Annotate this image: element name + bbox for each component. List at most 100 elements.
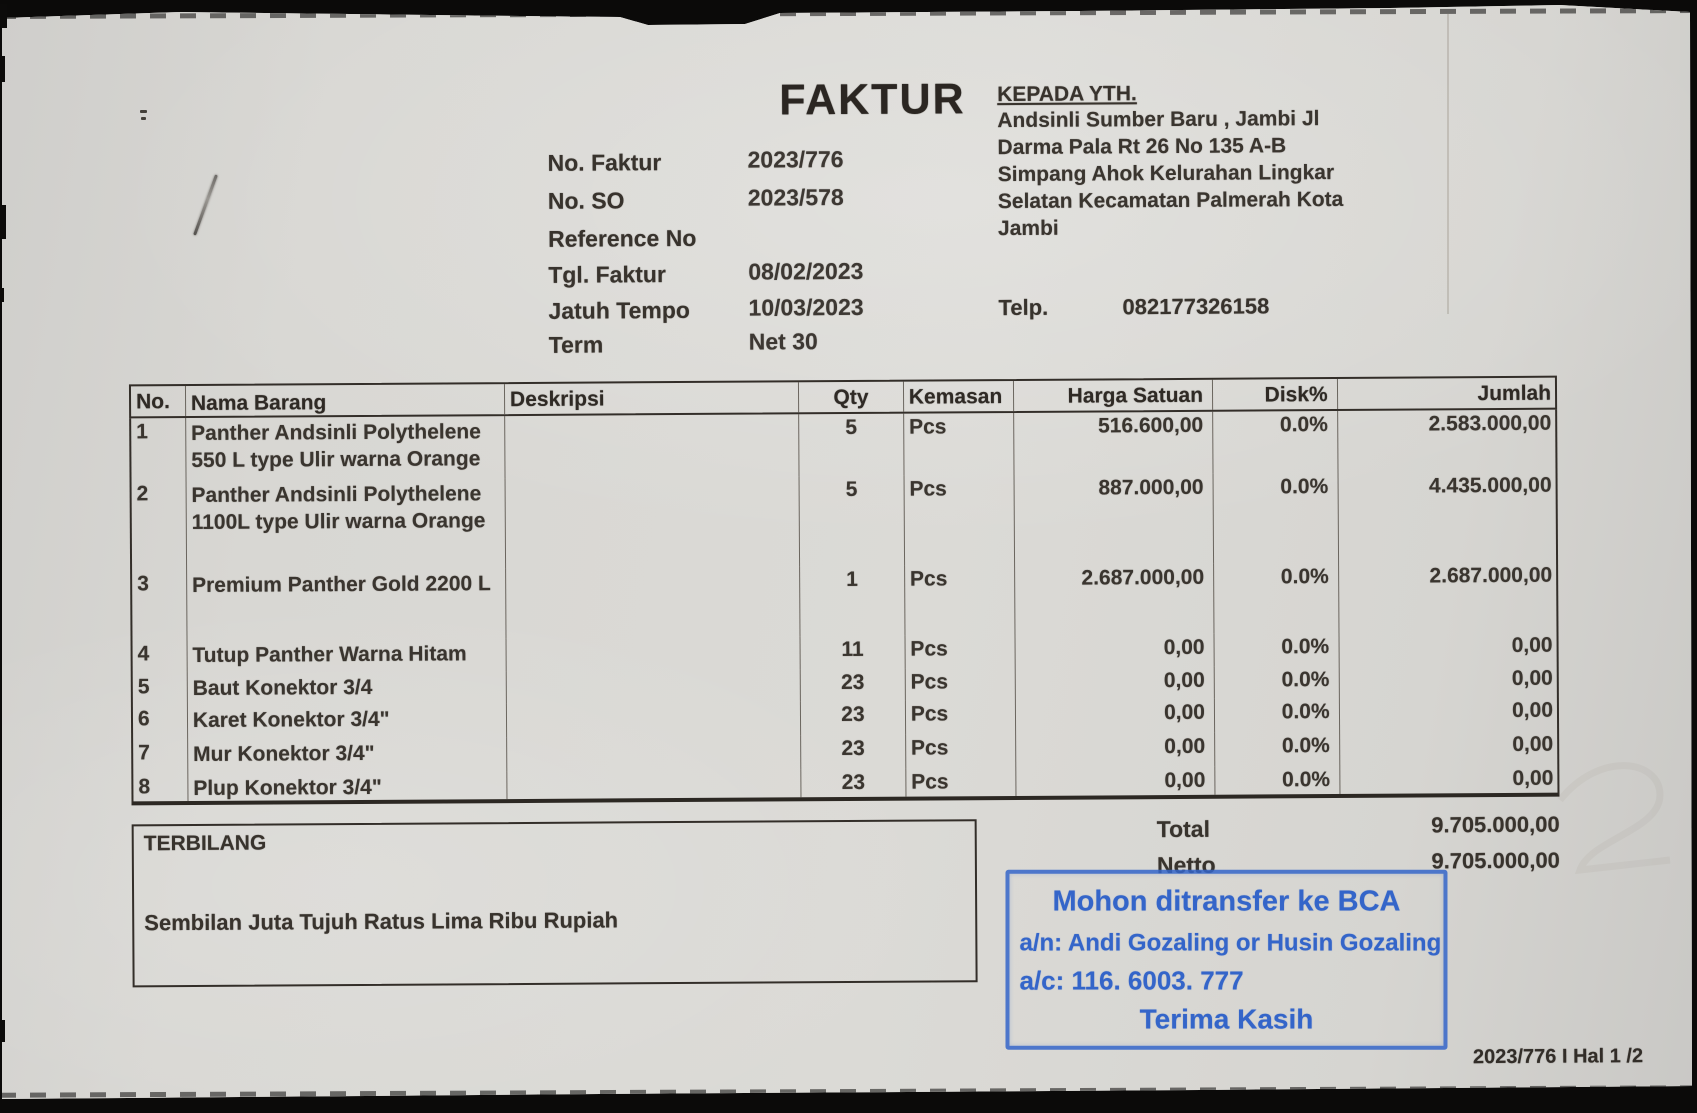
cell-harga: 516.600,00 (1013, 411, 1214, 475)
stamp-line-account-number: a/c: 116. 6003. 777 (1019, 965, 1244, 996)
stamp-line-thanks: Terima Kasih (1139, 1003, 1314, 1035)
cell-deskripsi (507, 769, 802, 800)
scan-artifact (0, 1020, 5, 1042)
meta-label-jatuh-tempo: Jatuh Tempo (548, 296, 691, 324)
cell-deskripsi (507, 735, 802, 772)
cell-deskripsi (505, 476, 801, 569)
stamp-line-account-name: a/n: Andi Gozaling or Husin Gozaling (1019, 929, 1442, 957)
scan-artifact (0, 56, 5, 82)
cell-kemasan: Pcs (905, 699, 1016, 735)
table-row: 1 Panther Andsinli Polythelene 550 L typ… (131, 410, 1555, 481)
col-header-kemasan: Kemasan (903, 380, 1014, 412)
scan-artifact (0, 4, 7, 28)
cell-name: Tutup Panther Warna Hitam (187, 638, 507, 674)
cell-deskripsi (506, 636, 801, 672)
netto-value: 9.705.000,00 (1431, 847, 1560, 874)
scan-artifact (0, 288, 4, 302)
meta-value-term: Net 30 (748, 328, 818, 355)
cell-jumlah: 2.583.000,00 (1428, 411, 1552, 436)
meta-label-term: Term (548, 331, 604, 358)
cell-harga: 0,00 (1015, 732, 1216, 768)
table-row: 2 Panther Andsinli Polythelene 1100L typ… (131, 472, 1557, 571)
cell-deskripsi (506, 566, 801, 639)
cell-harga: 0,00 (1015, 698, 1216, 734)
cell-qty: 23 (801, 734, 907, 770)
terbilang-box: TERBILANG Sembilan Juta Tujuh Ratus Lima… (131, 819, 978, 988)
cell-deskripsi (506, 669, 801, 704)
items-table: No. Nama Barang Deskripsi Qty Kemasan Ha… (128, 375, 1560, 806)
stamp-line-transfer: Mohon ditransfer ke BCA (1052, 885, 1401, 918)
cell-kemasan: Pcs (904, 564, 1016, 636)
cell-jumlah: 4.435.000,00 (1428, 473, 1552, 498)
cell-disk: 0.0% (1214, 666, 1340, 699)
cell-name: Baut Konektor 3/4 (187, 671, 507, 706)
ink-dot (140, 110, 147, 113)
cell-name: Karet Konektor 3/4" (187, 703, 508, 740)
cell-no: 2 (131, 480, 187, 571)
cell-kemasan: Pcs (905, 667, 1016, 701)
bank-transfer-stamp: Mohon ditransfer ke BCA a/n: Andi Gozali… (1005, 869, 1448, 1050)
cell-kemasan: Pcs (906, 767, 1016, 797)
cell-qty: 1 (800, 565, 906, 637)
table-body: 1 Panther Andsinli Polythelene 550 L typ… (129, 409, 1560, 806)
cell-name: Panther Andsinli Polythelene 550 L type … (186, 416, 506, 481)
col-header-harga: Harga Satuan (1013, 379, 1214, 411)
cell-jumlah: 0,00 (1512, 766, 1554, 790)
cell-disk: 0.0% (1215, 732, 1340, 767)
cell-kemasan: Pcs (905, 634, 1016, 669)
page-footer: 2023/776 I Hal 1 /2 (1472, 1045, 1644, 1069)
col-header-disk: Disk% (1212, 379, 1338, 410)
cell-disk: 0.0% (1213, 411, 1339, 474)
cell-no: 4 (132, 640, 188, 674)
meta-value-tgl-faktur: 08/02/2023 (748, 257, 864, 285)
cell-kemasan: Pcs (904, 474, 1015, 566)
terbilang-label: TERBILANG (143, 831, 267, 856)
col-header-no: No. (130, 386, 187, 417)
cell-no: 7 (133, 739, 189, 774)
cell-no: 1 (131, 418, 187, 481)
telp-value: 082177326158 (1122, 293, 1270, 320)
cell-harga: 0,00 (1015, 666, 1215, 700)
meta-label-no-faktur: No. Faktur (547, 149, 662, 176)
paper-crease (1447, 14, 1449, 314)
cell-disk: 0.0% (1215, 766, 1341, 795)
cell-no: 8 (133, 773, 189, 802)
cell-harga: 2.687.000,00 (1014, 563, 1215, 635)
total-value: 9.705.000,00 (1431, 811, 1560, 838)
cell-name: Premium Panther Gold 2200 L (186, 568, 507, 641)
cell-no: 3 (132, 570, 188, 641)
ink-dot (141, 117, 146, 120)
cell-deskripsi (506, 701, 802, 738)
cell-jumlah: 0,00 (1512, 698, 1554, 722)
cell-qty: 11 (800, 635, 906, 670)
cell-disk: 0.0% (1214, 698, 1340, 733)
col-header-qty: Qty (799, 381, 904, 413)
cell-harga: 0,00 (1015, 766, 1216, 796)
cell-harga: 0,00 (1015, 633, 1215, 668)
cell-qty: 23 (800, 700, 906, 736)
telp-label: Telp. (998, 294, 1049, 321)
ink-showthrough (1557, 762, 1671, 875)
invoice-title: FAKTUR (779, 75, 966, 125)
meta-value-jatuh-tempo: 10/03/2023 (748, 293, 864, 321)
cell-qty: 23 (800, 668, 906, 702)
cell-jumlah: 0,00 (1512, 732, 1554, 756)
cell-deskripsi (505, 414, 800, 479)
cell-name: Mur Konektor 3/4" (187, 737, 508, 774)
total-label: Total (1156, 815, 1210, 843)
cell-no: 5 (132, 673, 188, 706)
cell-harga: 887.000,00 (1014, 473, 1215, 565)
cell-kemasan: Pcs (905, 733, 1016, 769)
scan-artifact (1692, 60, 1697, 460)
cell-qty: 5 (799, 413, 905, 477)
cell-no: 6 (132, 705, 188, 740)
cell-jumlah: 0,00 (1511, 666, 1553, 690)
cell-name: Plup Konektor 3/4" (188, 771, 508, 802)
terbilang-text: Sembilan Juta Tujuh Ratus Lima Ribu Rupi… (144, 907, 619, 936)
meta-value-no-faktur: 2023/776 (747, 146, 844, 173)
col-header-nama: Nama Barang (185, 384, 506, 417)
cell-disk: 0.0% (1214, 563, 1340, 634)
cell-kemasan: Pcs (903, 412, 1015, 476)
